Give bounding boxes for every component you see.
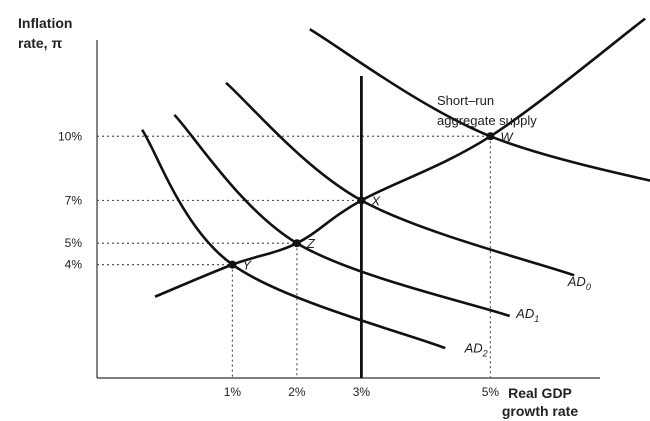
guide-lines xyxy=(97,135,491,378)
x-tick-label: 3% xyxy=(353,385,371,399)
sras-label-line1: Short–run xyxy=(437,93,494,108)
axes xyxy=(96,40,600,379)
x-tick-label: 5% xyxy=(482,385,500,399)
point-x xyxy=(357,196,366,205)
point-y-label: Y xyxy=(242,258,252,273)
ad-curve-2-label: AD2 xyxy=(464,340,488,358)
y-axis-title-line2: rate, π xyxy=(18,35,62,51)
equilibrium-points: W X Z Y xyxy=(228,129,514,273)
x-axis-title-line1: Real GDP xyxy=(508,385,572,401)
sras-label-line2: aggregate supply xyxy=(437,113,537,128)
y-tick-label: 4% xyxy=(65,258,83,272)
x-tick-label: 1% xyxy=(224,385,242,399)
ad-curve-1-label: AD1 xyxy=(515,306,539,324)
point-w-label: W xyxy=(500,129,514,144)
point-w xyxy=(486,132,495,141)
ad-curve-2 xyxy=(141,129,446,350)
point-x-label: X xyxy=(370,193,381,208)
y-axis-title-line1: Inflation xyxy=(18,15,72,31)
ad-curve-0-label: AD0 xyxy=(567,274,591,292)
point-z-label: Z xyxy=(306,236,316,251)
curve-labels: Short–run aggregate supply AD3AD0AD1AD2 xyxy=(437,93,591,358)
point-y xyxy=(228,260,237,269)
x-axis-title-line2: growth rate xyxy=(502,403,578,419)
y-tick-label: 10% xyxy=(58,129,82,143)
y-tick-label: 7% xyxy=(65,193,83,207)
y-tick-label: 5% xyxy=(65,236,83,250)
curves xyxy=(141,17,650,378)
tick-labels: 4% 5% 7% 10% 1% 2% 3% 5% xyxy=(58,129,499,399)
sras-curve xyxy=(154,17,646,298)
ad-curve-0 xyxy=(225,81,575,277)
x-tick-label: 2% xyxy=(288,385,306,399)
point-z xyxy=(292,239,301,248)
ad-curve-1 xyxy=(173,114,511,318)
